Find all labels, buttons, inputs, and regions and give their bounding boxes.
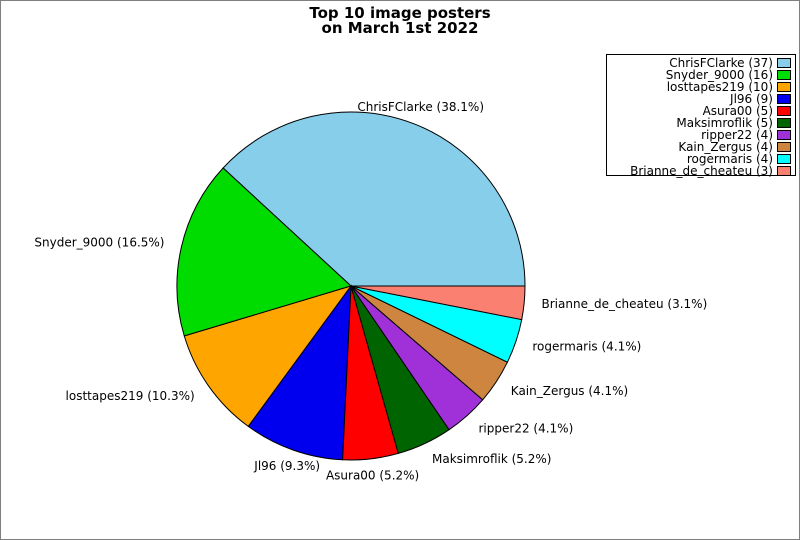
legend-row-losttapes219: losttapes219 (10) (611, 81, 791, 93)
legend-row-Jl96: Jl96 (9) (611, 93, 791, 105)
legend-label: Maksimroflik (5) (676, 116, 773, 130)
legend-row-Maksimroflik: Maksimroflik (5) (611, 117, 791, 129)
pie-slice-losttapes219 (183, 285, 353, 428)
legend-row-Asura00: Asura00 (5) (611, 105, 791, 117)
legend-swatch-icon (777, 142, 791, 152)
chart-title: Top 10 image posters on March 1st 2022 (309, 4, 491, 37)
legend-swatch-icon (777, 106, 791, 116)
legend-row-Snyder_9000: Snyder_9000 (16) (611, 69, 791, 81)
pie-slice-Jl96 (247, 284, 352, 461)
legend-label: losttapes219 (10) (666, 80, 773, 94)
legend: ChrisFClarke (37) Snyder_9000 (16) losttap… (606, 54, 796, 177)
legend-label: Snyder_9000 (16) (665, 68, 773, 82)
legend-label: Brianne_de_cheateu (3) (630, 164, 773, 178)
legend-label: Asura00 (5) (702, 104, 773, 118)
legend-swatch-icon (777, 94, 791, 104)
pie-slice-label-ChrisFClarke: ChrisFClarke (38.1%) (357, 100, 484, 114)
pie-slice-Snyder_9000 (176, 167, 352, 337)
pie-slice-ChrisFClarke (222, 111, 526, 287)
pie-slice-label-Maksimroflik: Maksimroflik (5.2%) (432, 452, 551, 466)
pie-slice-label-ripper22: ripper22 (4.1%) (479, 421, 574, 435)
legend-swatch-icon (777, 58, 791, 68)
legend-row-ripper22: ripper22 (4) (611, 129, 791, 141)
legend-swatch-icon (777, 154, 791, 164)
pie-slice-label-rogermaris: rogermaris (4.1%) (532, 339, 641, 353)
pie-slice-Brianne_de_cheateu (350, 285, 526, 321)
pie-slice-label-Snyder_9000: Snyder_9000 (16.5%) (34, 236, 164, 250)
legend-label: ripper22 (4) (701, 128, 773, 142)
pie-slice-label-losttapes219: losttapes219 (10.3%) (66, 389, 195, 403)
legend-row-ChrisFClarke: ChrisFClarke (37) (611, 57, 791, 69)
pie-slice-label-Brianne_de_cheateu: Brianne_de_cheateu (3.1%) (542, 297, 708, 311)
pie-slice-label-Kain_Zergus: Kain_Zergus (4.1%) (511, 384, 628, 398)
legend-swatch-icon (777, 82, 791, 92)
legend-row-Brianne_de_cheateu: Brianne_de_cheateu (3) (611, 165, 791, 177)
legend-label: Jl96 (9) (730, 92, 773, 106)
legend-row-Kain_Zergus: Kain_Zergus (4) (611, 141, 791, 153)
legend-row-rogermaris: rogermaris (4) (611, 153, 791, 165)
pie-slice-label-Asura00: Asura00 (5.2%) (326, 469, 419, 483)
pie-slice-label-Jl96: Jl96 (9.3%) (253, 459, 320, 473)
legend-swatch-icon (777, 166, 791, 176)
legend-label: rogermaris (4) (686, 152, 773, 166)
legend-label: ChrisFClarke (37) (669, 56, 773, 70)
legend-swatch-icon (777, 130, 791, 140)
legend-label: Kain_Zergus (4) (678, 140, 773, 154)
legend-swatch-icon (777, 118, 791, 128)
legend-swatch-icon (777, 70, 791, 80)
